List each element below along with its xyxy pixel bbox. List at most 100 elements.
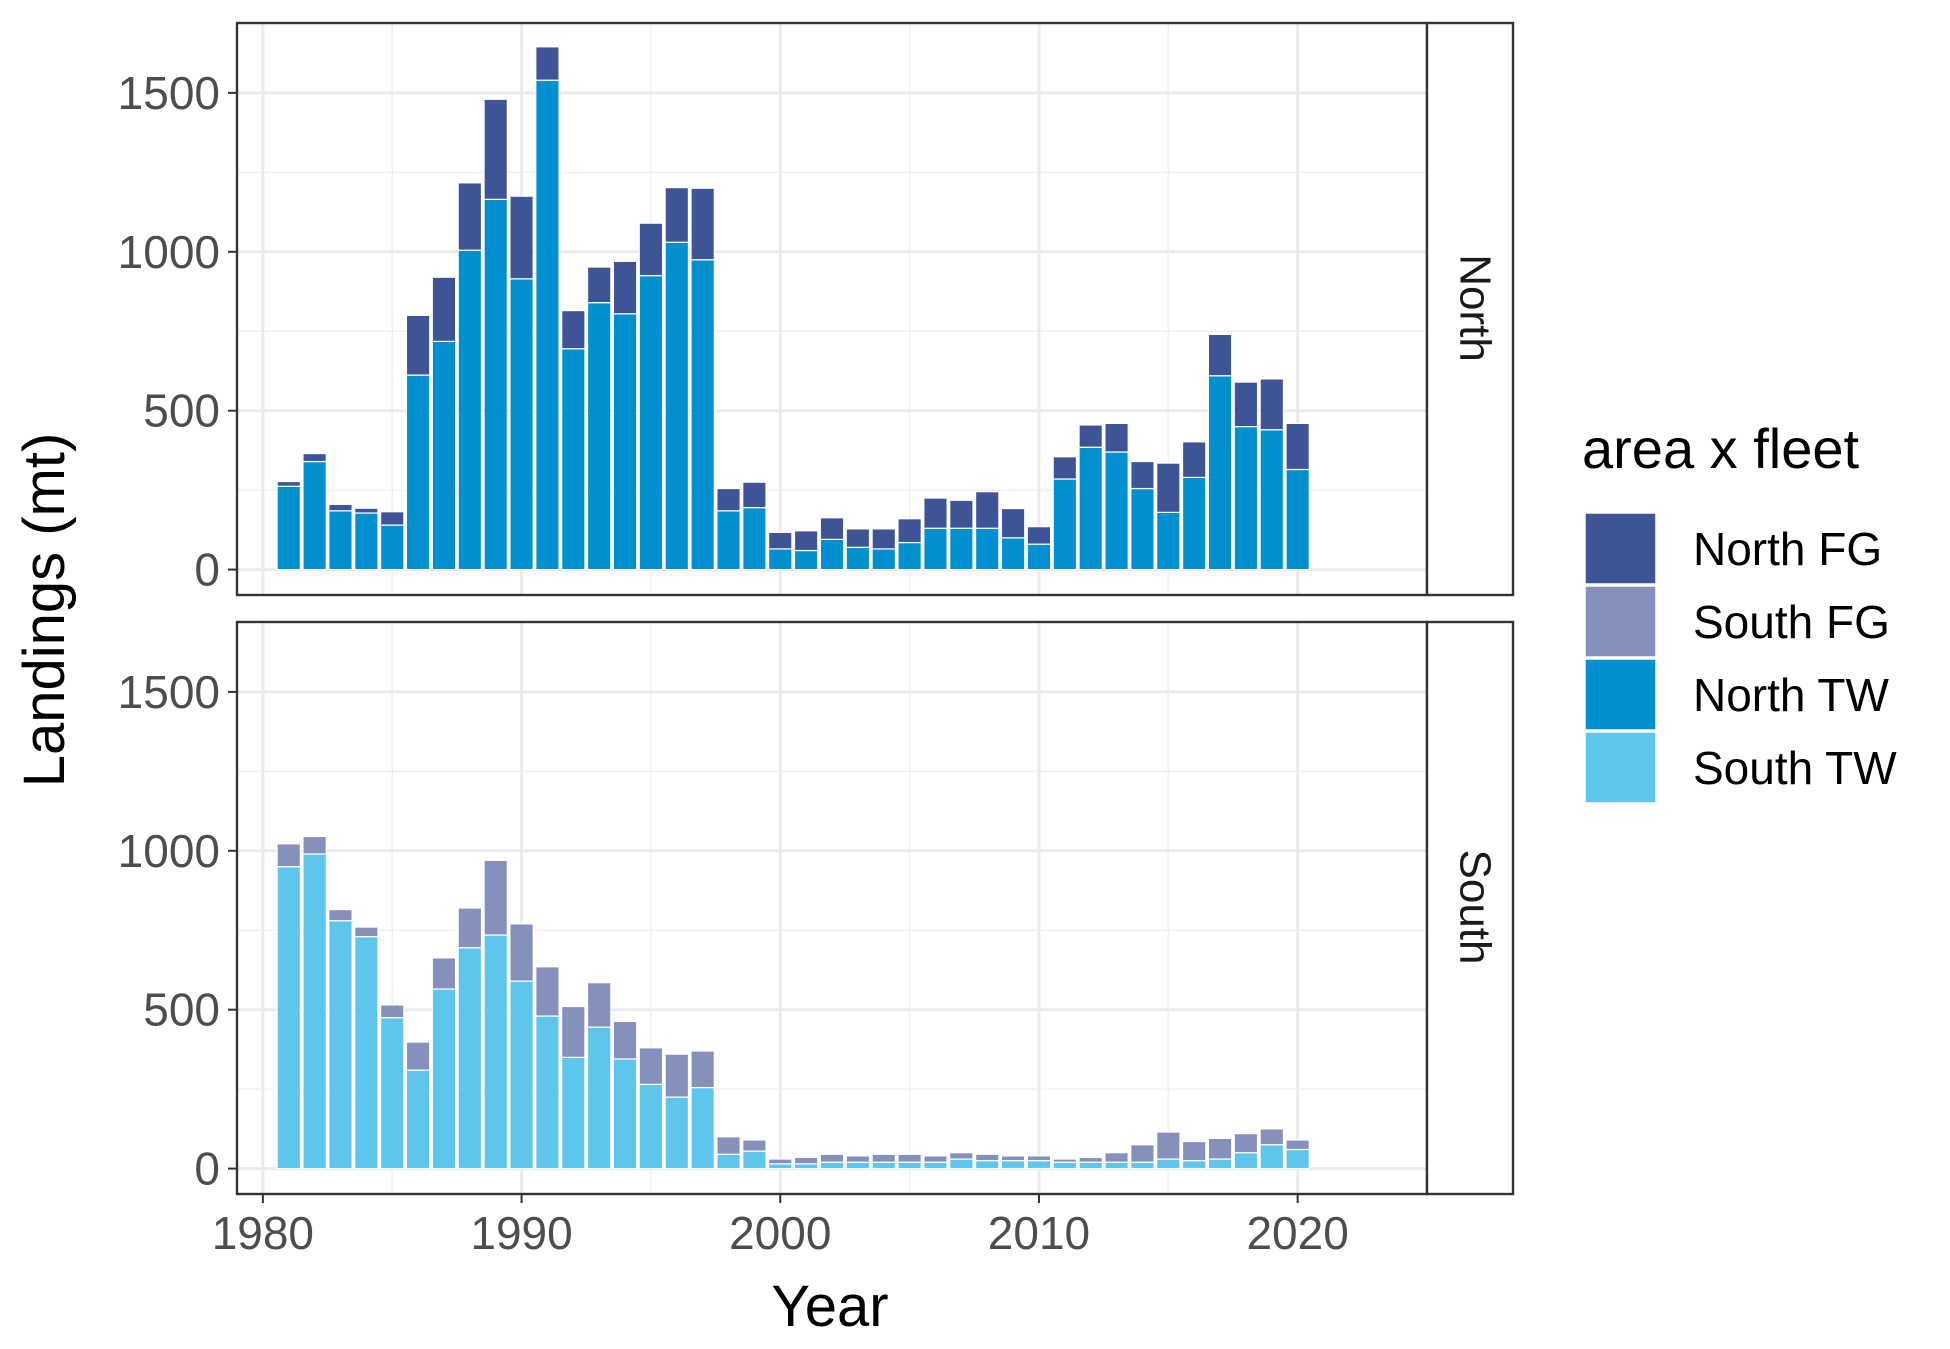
bar xyxy=(1259,429,1285,571)
bar xyxy=(768,531,793,550)
bar xyxy=(535,46,560,81)
bar xyxy=(897,1153,922,1163)
bar xyxy=(1259,378,1285,431)
bar xyxy=(1207,1137,1233,1160)
bar xyxy=(535,966,560,1017)
bar xyxy=(1026,1155,1052,1162)
legend-label: South TW xyxy=(1693,742,1897,794)
bar xyxy=(405,374,431,571)
bar xyxy=(1207,375,1233,571)
bar xyxy=(974,527,1000,571)
bar xyxy=(1078,1156,1103,1163)
bar xyxy=(793,1163,819,1170)
bar xyxy=(845,546,871,571)
bar xyxy=(328,920,353,1170)
bar xyxy=(1156,511,1181,571)
bar xyxy=(949,1158,974,1170)
y-tick-label: 1000 xyxy=(118,226,220,278)
bar xyxy=(871,528,896,550)
bar xyxy=(1078,446,1103,571)
legend-label: North TW xyxy=(1693,669,1890,721)
bar xyxy=(612,1058,638,1170)
bar xyxy=(1078,424,1103,448)
facet-strip-label: South xyxy=(1450,850,1499,965)
bar xyxy=(1285,468,1310,571)
bar xyxy=(561,1005,586,1058)
bar xyxy=(612,1020,638,1060)
y-tick-label: 1000 xyxy=(118,825,220,877)
bar xyxy=(561,348,586,571)
y-axis-title: Landings (mt) xyxy=(12,433,77,788)
bar xyxy=(509,278,534,571)
y-tick-label: 1500 xyxy=(118,666,220,718)
bar xyxy=(1156,1131,1181,1160)
legend-title: area x fleet xyxy=(1582,417,1859,480)
bar xyxy=(845,1155,871,1163)
bar xyxy=(1156,1158,1181,1170)
bar xyxy=(354,926,379,938)
bar xyxy=(1181,1140,1207,1162)
panel-south: 0 500 1000 1500 South xyxy=(118,620,1515,1196)
bar xyxy=(379,1017,405,1170)
bar xyxy=(302,452,327,463)
bar xyxy=(276,843,301,868)
x-axis: 1980 1990 2000 2010 2020 xyxy=(212,1194,1349,1259)
bar xyxy=(379,1004,405,1019)
bar xyxy=(302,835,327,855)
bar xyxy=(612,260,638,315)
bar xyxy=(742,507,767,571)
x-tick-label: 1980 xyxy=(212,1207,314,1259)
bar xyxy=(819,1161,845,1170)
legend-items: North FG South FG North TW South TW xyxy=(1584,512,1897,804)
x-axis-title: Year xyxy=(771,1274,888,1339)
bar xyxy=(897,1161,922,1170)
bar xyxy=(949,499,974,529)
legend-swatch xyxy=(1584,585,1657,658)
legend-label: North FG xyxy=(1693,523,1882,575)
bar xyxy=(586,302,612,571)
bar xyxy=(586,1026,612,1170)
legend-swatch xyxy=(1584,658,1657,731)
bar xyxy=(354,935,379,1170)
bar xyxy=(974,1160,1000,1170)
y-tick-label: 500 xyxy=(143,984,220,1036)
bar xyxy=(302,460,327,571)
bar xyxy=(716,487,741,512)
bar xyxy=(354,507,379,514)
bar xyxy=(379,511,405,526)
bar xyxy=(457,249,483,571)
bar xyxy=(1233,425,1259,571)
bar xyxy=(276,485,301,571)
bar xyxy=(1078,1161,1103,1170)
y-tick-label: 500 xyxy=(143,385,220,437)
bar xyxy=(949,527,974,571)
bar xyxy=(923,1155,948,1163)
bar xyxy=(690,187,715,261)
bar xyxy=(819,538,845,571)
bar xyxy=(1052,1158,1078,1163)
bar xyxy=(949,1152,974,1160)
bar xyxy=(1052,1161,1078,1170)
series-north-fg xyxy=(276,46,1310,552)
bar xyxy=(1233,381,1259,428)
bar xyxy=(638,1083,664,1170)
bar xyxy=(845,528,871,548)
x-tick-label: 1990 xyxy=(470,1207,572,1259)
bar xyxy=(974,1153,1000,1162)
bar xyxy=(638,275,664,571)
bar xyxy=(276,866,301,1170)
bar xyxy=(1000,1155,1026,1162)
panels-layer: 0 500 1000 1500 North 0 500 1000 1500 South xyxy=(118,21,1515,1196)
bar xyxy=(742,481,767,509)
bar xyxy=(535,1015,560,1170)
y-tick-label: 0 xyxy=(194,1143,220,1195)
bar xyxy=(1000,1160,1026,1170)
bar xyxy=(716,1136,741,1155)
bar xyxy=(1026,543,1052,571)
facet-strip xyxy=(1425,21,1515,597)
bar xyxy=(1233,1152,1259,1170)
bar xyxy=(871,1161,896,1170)
legend-swatch xyxy=(1584,512,1657,585)
bar xyxy=(1285,1148,1310,1170)
bar xyxy=(1104,1161,1129,1170)
